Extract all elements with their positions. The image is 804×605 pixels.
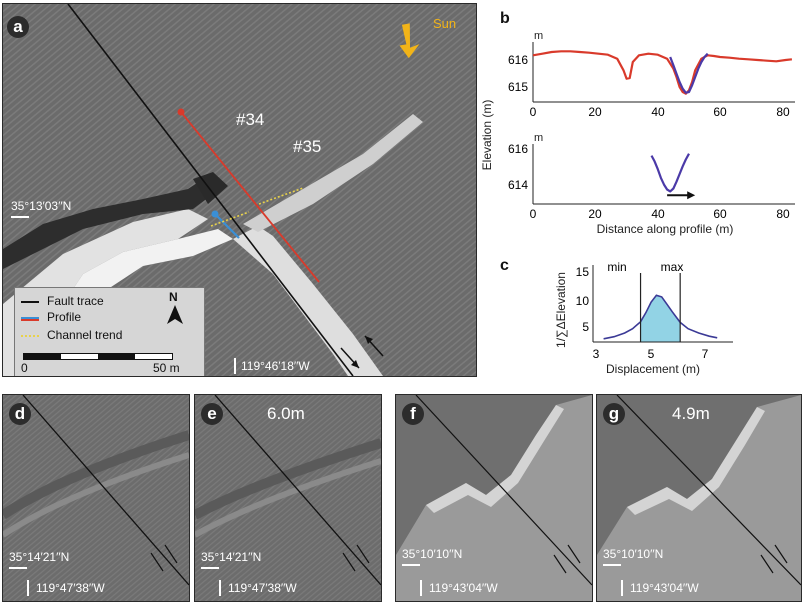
longitude-label-g: 119°43′04′′W	[630, 581, 699, 595]
offset-label-g: 4.9m	[672, 404, 710, 423]
top-xtick-0: 0	[530, 105, 537, 119]
c-xtick-2: 7	[702, 347, 709, 361]
latitude-tick	[11, 216, 29, 218]
top-ytick-0: 616	[508, 53, 528, 67]
channel-trend-swatch	[21, 334, 39, 337]
b-top-series-0	[532, 50, 793, 95]
c-x-axis-title: Displacement (m)	[606, 362, 700, 376]
longitude-tick-g	[621, 580, 623, 596]
hillshade-d	[3, 395, 189, 601]
latitude-tick-e	[201, 567, 219, 569]
c-xtick-1: 5	[648, 347, 655, 361]
confidence-fill	[640, 295, 681, 342]
longitude-tick-d	[27, 580, 29, 596]
bottom-ytick-0: 616	[508, 142, 528, 156]
latitude-label-f: 35°10′10′′N	[402, 547, 463, 561]
max-label: max	[661, 260, 684, 274]
north-label: N	[169, 290, 178, 304]
unit-bottom: m	[534, 132, 543, 144]
scale-end-label: 50 m	[153, 361, 180, 375]
panel-a: a Sun #34 #35 35°13′03′′N 119°46′18′′W F…	[2, 3, 477, 377]
latitude-label-g: 35°10′10′′N	[603, 547, 664, 561]
fault-trace-swatch	[21, 300, 39, 303]
min-label: min	[607, 260, 626, 274]
profile-plots: Elevation (m) m m 616 615 0 20 40 60 80 …	[480, 30, 795, 236]
displacement-curve	[603, 294, 718, 340]
top-ytick-1: 615	[508, 80, 528, 94]
bottom-xtick-4: 80	[776, 207, 790, 221]
north-arrow-icon	[167, 305, 183, 324]
latitude-label: 35°13′03′′N	[11, 199, 72, 213]
panel-label-e: e	[201, 403, 223, 425]
panel-e: e 6.0m 35°14′21′′N 119°47′38′′W	[194, 394, 382, 602]
panel-label-g: g	[603, 403, 625, 425]
hillshade-e	[195, 395, 381, 601]
offset-arrow-head	[687, 191, 696, 200]
site-35-label: #35	[293, 137, 322, 156]
top-xtick-1: 20	[588, 105, 602, 119]
longitude-tick-e	[219, 580, 221, 596]
panel-label-c: c	[500, 257, 509, 274]
profile-swatch-red	[21, 319, 39, 321]
legend-fault-trace: Fault trace	[21, 294, 104, 308]
longitude-label-d: 119°47′38′′W	[36, 581, 105, 595]
displacement-plot: 1/∑ΔElevation 15 10 5 3 5 7 min max Disp…	[554, 260, 733, 376]
latitude-label-e: 35°14′21′′N	[201, 550, 262, 564]
top-xtick-3: 60	[713, 105, 727, 119]
bottom-ytick-1: 614	[508, 178, 528, 192]
scale-zero-label: 0	[21, 361, 28, 375]
c-xtick-0: 3	[593, 347, 600, 361]
panel-label-d: d	[9, 403, 31, 425]
latitude-tick-g	[603, 564, 621, 566]
top-profile-axes: 616 615 0 20 40 60 80	[508, 42, 795, 119]
hillshade-g	[597, 395, 801, 601]
site-34-label: #34	[236, 110, 265, 129]
longitude-tick	[234, 358, 236, 374]
latitude-label-d: 35°14′21′′N	[9, 550, 70, 564]
top-xtick-4: 80	[776, 105, 790, 119]
offset-label-e: 6.0m	[267, 404, 305, 423]
latitude-tick-d	[9, 567, 27, 569]
legend-channel-trend: Channel trend	[21, 328, 122, 342]
sun-label: Sun	[433, 16, 457, 31]
panel-label-a: a	[7, 16, 29, 38]
panel-g: g 4.9m 35°10′10′′N 119°43′04′′W	[596, 394, 802, 602]
x-axis-title: Distance along profile (m)	[597, 222, 734, 236]
longitude-tick-f	[420, 580, 422, 596]
latitude-tick-f	[402, 564, 420, 566]
b-top-series-1	[669, 52, 709, 94]
c-ytick-2: 5	[582, 320, 589, 334]
hillshade-f	[396, 395, 592, 601]
bottom-profile-axes: 616 614 0 20 40 60 80	[508, 142, 795, 221]
map-legend: Fault trace Profile Channel trend N 0 50…	[14, 287, 205, 376]
top-xtick-2: 40	[651, 105, 665, 119]
profile-swatch-blue	[21, 316, 39, 319]
c-y-axis-title: 1/∑ΔElevation	[554, 272, 568, 348]
bottom-xtick-0: 0	[530, 207, 537, 221]
longitude-label-e: 119°47′38′′W	[228, 581, 297, 595]
c-ytick-0: 15	[576, 265, 590, 279]
b-bottom-series-0	[650, 153, 690, 193]
y-axis-title: Elevation (m)	[480, 100, 494, 171]
scale-bar	[23, 353, 173, 360]
longitude-label: 119°46′18′′W	[241, 359, 310, 373]
c-ytick-1: 10	[576, 294, 590, 308]
panel-label-f: f	[402, 403, 424, 425]
bottom-xtick-3: 60	[713, 207, 727, 221]
legend-profile: Profile	[21, 310, 81, 324]
panel-d: d 35°14′21′′N 119°47′38′′W	[2, 394, 190, 602]
unit-top: m	[534, 30, 543, 42]
longitude-label-f: 119°43′04′′W	[429, 581, 498, 595]
bottom-xtick-2: 40	[651, 207, 665, 221]
panel-label-b: b	[500, 10, 510, 27]
panel-f: f 35°10′10′′N 119°43′04′′W	[395, 394, 593, 602]
bottom-xtick-1: 20	[588, 207, 602, 221]
